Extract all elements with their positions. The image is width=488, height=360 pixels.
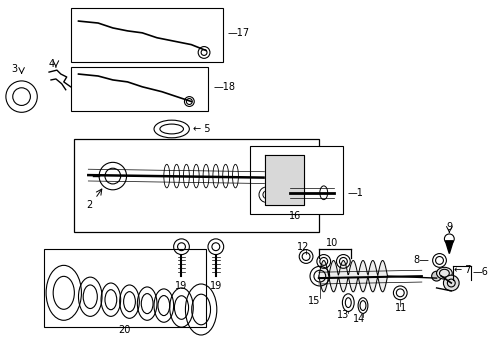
Text: 10: 10 xyxy=(325,238,337,248)
Text: 15: 15 xyxy=(307,296,320,306)
Bar xyxy=(250,146,343,214)
Text: 16: 16 xyxy=(289,211,301,221)
Bar xyxy=(44,249,205,327)
Text: —1: —1 xyxy=(346,188,363,198)
Polygon shape xyxy=(264,156,304,204)
Text: ← 5: ← 5 xyxy=(193,124,210,134)
Bar xyxy=(73,139,318,232)
Text: 20: 20 xyxy=(118,325,130,335)
Text: —17: —17 xyxy=(227,28,249,38)
Text: —6: —6 xyxy=(472,267,488,277)
Text: 13: 13 xyxy=(337,310,349,320)
Bar xyxy=(70,8,222,62)
Circle shape xyxy=(443,275,458,291)
Text: 3: 3 xyxy=(12,64,18,74)
Text: —18: —18 xyxy=(213,82,235,92)
Text: 4: 4 xyxy=(49,59,55,69)
Text: 14: 14 xyxy=(352,314,365,324)
Text: 12: 12 xyxy=(297,242,309,252)
Bar xyxy=(70,67,207,111)
Ellipse shape xyxy=(436,267,451,279)
Text: 9: 9 xyxy=(446,222,451,232)
Text: 2: 2 xyxy=(86,199,92,210)
Circle shape xyxy=(431,271,441,281)
Text: 19: 19 xyxy=(209,281,222,291)
Text: 19: 19 xyxy=(175,281,187,291)
Text: 8—: 8— xyxy=(413,256,429,265)
Text: ← 7: ← 7 xyxy=(453,265,471,275)
Text: 11: 11 xyxy=(395,302,407,312)
Polygon shape xyxy=(445,241,452,253)
